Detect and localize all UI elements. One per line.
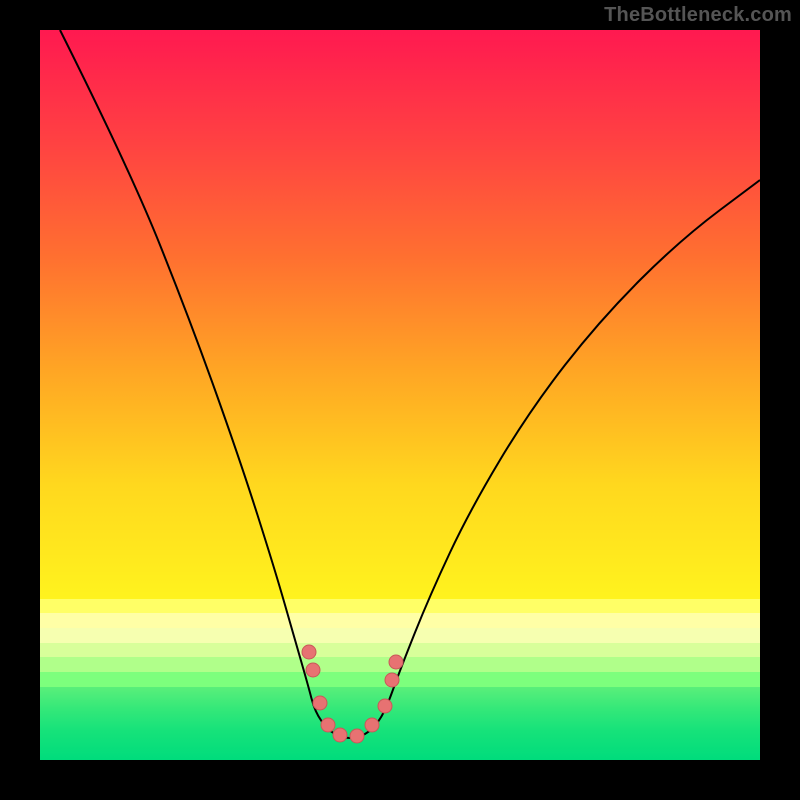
curve-marker <box>333 728 347 742</box>
bottleneck-curve <box>60 30 760 738</box>
curve-marker <box>321 718 335 732</box>
curve-marker <box>302 645 316 659</box>
plot-area <box>40 30 760 760</box>
marker-group <box>302 645 403 743</box>
curve-marker <box>306 663 320 677</box>
curve-marker <box>365 718 379 732</box>
curve-marker <box>313 696 327 710</box>
curve-svg <box>40 30 760 760</box>
watermark-text: TheBottleneck.com <box>604 4 792 27</box>
curve-marker <box>389 655 403 669</box>
curve-marker <box>350 729 364 743</box>
curve-marker <box>378 699 392 713</box>
curve-marker <box>385 673 399 687</box>
